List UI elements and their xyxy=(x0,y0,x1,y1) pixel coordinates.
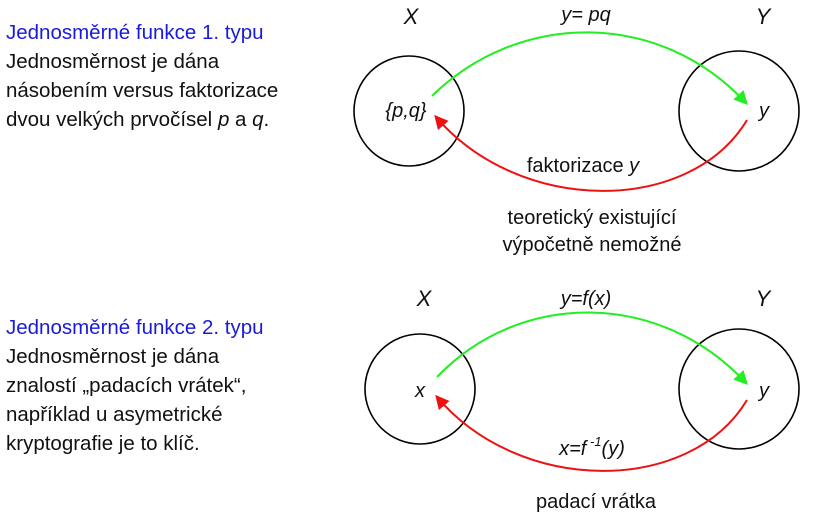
element-y-1: y xyxy=(757,100,770,122)
type-1-line-2: násobením versus faktorizace xyxy=(6,79,279,102)
type-2-title: Jednosměrné funkce 2. typu xyxy=(6,316,264,339)
type-1-line-1: Jednosměrnost je dána xyxy=(6,50,220,73)
set-x-label-1: X xyxy=(403,4,420,29)
backward-label-1-var: y xyxy=(627,155,640,177)
type-2-line-3: například u asymetrické xyxy=(6,403,223,426)
type-2-line-1: Jednosměrnost je dána xyxy=(6,345,220,368)
backward-arrow-1 xyxy=(434,114,748,192)
type-1-line-3-mid: a xyxy=(229,108,253,131)
set-x-label-2: X xyxy=(416,286,433,311)
type-2-line-2: znalostí „padacích vrátek“, xyxy=(6,374,247,397)
note-2-line-1: padací vrátka xyxy=(536,491,657,513)
set-x-circle-2 xyxy=(364,333,476,445)
forward-arrow-1 xyxy=(431,31,748,106)
backward-label-2-main: x=f xyxy=(558,438,589,460)
set-y-label-1: Y xyxy=(756,4,772,29)
diagram-type-2: X Y x y y=f(x) x=f -1(y) padací vrátka xyxy=(364,286,800,513)
backward-label-2-sup: -1 xyxy=(586,434,601,449)
set-x-circle-1 xyxy=(353,55,465,167)
type-1-line-3: dvou velkých prvočísel p a q. xyxy=(6,105,278,134)
note-1-line-2: výpočetně nemožné xyxy=(502,234,681,256)
backward-label-2: x=f -1(y) xyxy=(558,434,625,460)
description-type-1: Jednosměrné funkce 1. typu Jednosměrnost… xyxy=(6,18,278,134)
forward-label-1: y= pq xyxy=(559,4,610,26)
set-y-label-2: Y xyxy=(756,286,772,311)
description-type-2: Jednosměrné funkce 2. typu Jednosměrnost… xyxy=(6,313,264,458)
var-q: q xyxy=(252,108,264,131)
type-2-line-4: kryptografie je to klíč. xyxy=(6,432,200,455)
set-y-circle-2 xyxy=(678,328,800,450)
backward-label-1-text: faktorizace xyxy=(527,155,629,177)
type-1-line-3-pre: dvou velkých prvočísel xyxy=(6,108,218,131)
type-1-title: Jednosměrné funkce 1. typu xyxy=(6,21,264,44)
diagram-type-1: X Y {p,q} y y= pq faktorizace y teoretic… xyxy=(353,4,800,256)
forward-arrow-2 xyxy=(436,311,748,386)
backward-arrow-2 xyxy=(435,394,748,472)
element-pq: {p,q} xyxy=(385,100,426,122)
var-p: p xyxy=(217,108,230,131)
backward-label-1: faktorizace y xyxy=(527,155,640,177)
set-y-circle-1 xyxy=(678,50,800,172)
note-1-line-1: teoretický existující xyxy=(508,207,677,229)
backward-label-2-end: (y) xyxy=(602,438,625,460)
forward-label-2: y=f(x) xyxy=(559,288,612,310)
element-y-2: y xyxy=(757,380,770,402)
element-x: x xyxy=(414,380,426,402)
type-1-line-3-end: . xyxy=(263,108,270,131)
